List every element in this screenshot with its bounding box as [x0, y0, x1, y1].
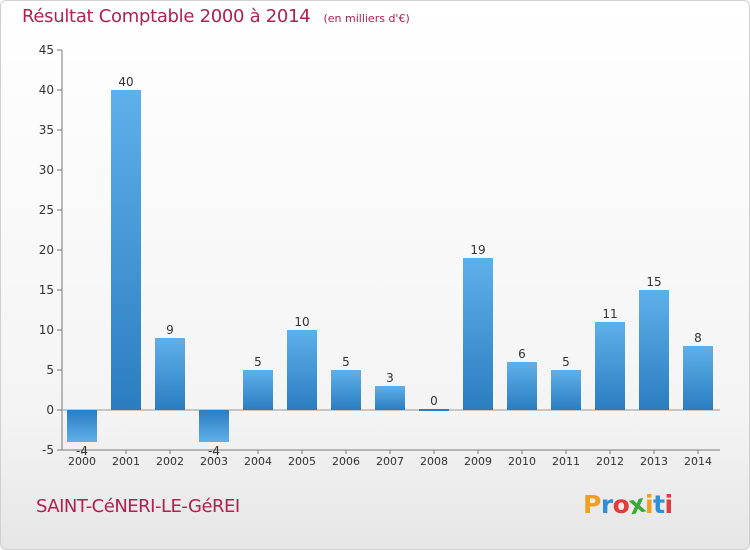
y-tick-label: 0 — [46, 403, 54, 417]
chart-title: Résultat Comptable 2000 à 2014 — [22, 6, 311, 27]
y-tick-label: 45 — [39, 43, 54, 57]
y-tick-label: 15 — [39, 283, 54, 297]
data-label: 19 — [470, 243, 485, 257]
data-label: 5 — [254, 355, 262, 369]
x-tick-label: 2007 — [376, 455, 404, 468]
data-label: 6 — [518, 347, 526, 361]
x-tick-label: 2008 — [420, 455, 448, 468]
data-label: 40 — [118, 75, 133, 89]
bar-2009 — [463, 258, 493, 410]
x-tick-label: 2012 — [596, 455, 624, 468]
y-tick-label: 40 — [39, 83, 54, 97]
x-tick-label: 2004 — [244, 455, 272, 468]
bar-2014 — [683, 346, 713, 410]
data-label: 3 — [386, 371, 394, 385]
bar-2002 — [155, 338, 185, 410]
bar-2010 — [507, 362, 537, 410]
data-label: 5 — [562, 355, 570, 369]
data-label: 5 — [342, 355, 350, 369]
chart-subtitle: (en milliers d'€) — [323, 12, 410, 25]
bar-2003 — [199, 410, 229, 442]
labels: -4 40 9 -4 5 10 5 3 0 19 6 5 11 15 8 — [76, 75, 702, 458]
x-tick-label: 2005 — [288, 455, 316, 468]
bar-2012 — [595, 322, 625, 410]
bar-2006 — [331, 370, 361, 410]
proxiti-logo[interactable]: Proxiti — [583, 489, 674, 521]
title-row: Résultat Comptable 2000 à 2014 (en milli… — [22, 6, 410, 27]
bar-2007 — [375, 386, 405, 410]
y-tick-label: 35 — [39, 123, 54, 137]
logo-letter: t — [653, 490, 665, 519]
data-label: 0 — [430, 394, 438, 408]
logo-letter: i — [645, 490, 654, 519]
data-label: 10 — [294, 315, 309, 329]
bar-2008 — [419, 409, 449, 411]
place-name: SAINT-CéNERI-LE-GéREI — [36, 496, 240, 517]
y-tick-label: 25 — [39, 203, 54, 217]
x-tick-label: 2002 — [156, 455, 184, 468]
x-tick-label: 2013 — [640, 455, 668, 468]
x-tick-label: 2006 — [332, 455, 360, 468]
y-tick-label: 5 — [46, 363, 54, 377]
data-label: 11 — [602, 307, 617, 321]
bar-2011 — [551, 370, 581, 410]
data-label: 9 — [166, 323, 174, 337]
x-tick-label: 2003 — [200, 455, 228, 468]
logo-letter: r — [600, 490, 613, 519]
x-tick-label: 2014 — [684, 455, 712, 468]
y-tick-label: 30 — [39, 163, 54, 177]
x-tick-label: 2009 — [464, 455, 492, 468]
bar-2001 — [111, 90, 141, 410]
bar-2013 — [639, 290, 669, 410]
logo-letter: P — [583, 490, 601, 519]
x-tick-label: 2001 — [112, 455, 140, 468]
data-label: 15 — [646, 275, 661, 289]
y-tick-label: -5 — [42, 443, 54, 457]
data-label: -4 — [76, 444, 88, 458]
y-tick-label: 10 — [39, 323, 54, 337]
logo-letter: i — [664, 490, 674, 519]
bar-2000 — [67, 410, 97, 442]
bars — [67, 90, 713, 442]
logo-letter: o — [612, 490, 630, 519]
bar-2004 — [243, 370, 273, 410]
x-tick-label: 2000 — [68, 455, 96, 468]
data-label: 8 — [694, 331, 702, 345]
x-tick-label: 2011 — [552, 455, 580, 468]
y-tick-label: 20 — [39, 243, 54, 257]
x-tick-label: 2010 — [508, 455, 536, 468]
data-label: -4 — [208, 444, 220, 458]
bar-2005 — [287, 330, 317, 410]
